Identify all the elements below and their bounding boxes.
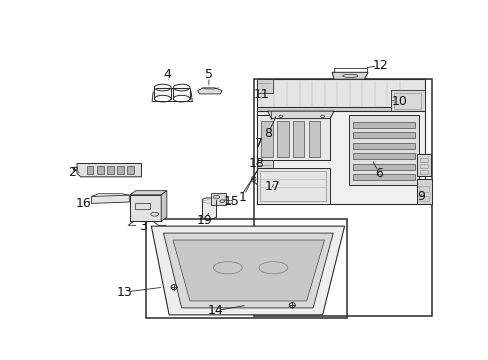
Polygon shape	[331, 72, 367, 79]
Text: 16: 16	[75, 198, 91, 211]
Polygon shape	[97, 166, 103, 174]
Text: 9: 9	[416, 190, 424, 203]
Polygon shape	[257, 107, 424, 111]
Polygon shape	[352, 122, 415, 128]
Polygon shape	[130, 195, 161, 221]
Polygon shape	[352, 164, 415, 170]
Bar	[419, 164, 427, 168]
Text: 19: 19	[196, 214, 212, 227]
Text: 15: 15	[224, 195, 239, 208]
Bar	[418, 186, 428, 192]
Bar	[419, 170, 427, 174]
Text: 5: 5	[204, 68, 212, 81]
Polygon shape	[202, 200, 215, 217]
Polygon shape	[292, 121, 304, 157]
Text: 6: 6	[375, 167, 383, 180]
Polygon shape	[257, 111, 424, 204]
Polygon shape	[352, 132, 415, 138]
Polygon shape	[267, 111, 333, 118]
Text: 10: 10	[390, 95, 407, 108]
Bar	[418, 196, 428, 201]
Text: 11: 11	[254, 88, 269, 101]
Bar	[253, 79, 431, 316]
Polygon shape	[197, 88, 222, 94]
Polygon shape	[163, 233, 332, 308]
Polygon shape	[257, 115, 329, 159]
Bar	[393, 93, 420, 109]
Polygon shape	[348, 115, 418, 185]
Polygon shape	[210, 193, 225, 205]
Polygon shape	[91, 195, 129, 203]
Text: 8: 8	[264, 127, 271, 140]
Text: 7: 7	[254, 137, 263, 150]
Text: 18: 18	[248, 157, 264, 170]
Polygon shape	[416, 179, 431, 204]
Bar	[257, 115, 329, 159]
Polygon shape	[352, 153, 415, 159]
Polygon shape	[130, 191, 166, 195]
Text: 1: 1	[239, 190, 246, 203]
Text: 17: 17	[264, 180, 280, 193]
Polygon shape	[257, 168, 329, 204]
Polygon shape	[261, 121, 272, 157]
Polygon shape	[77, 163, 141, 177]
Polygon shape	[107, 166, 114, 174]
Bar	[419, 158, 427, 162]
Polygon shape	[257, 79, 273, 93]
Polygon shape	[151, 226, 344, 315]
Bar	[260, 171, 325, 201]
Bar	[134, 203, 149, 209]
Polygon shape	[277, 121, 288, 157]
Polygon shape	[117, 166, 124, 174]
Polygon shape	[257, 159, 272, 168]
Polygon shape	[352, 143, 415, 149]
Polygon shape	[308, 121, 320, 157]
Bar	[146, 219, 346, 318]
Text: 4: 4	[163, 68, 171, 81]
Polygon shape	[352, 174, 415, 180]
Text: 2: 2	[68, 166, 76, 179]
Polygon shape	[86, 166, 93, 174]
Polygon shape	[161, 191, 166, 221]
Text: 3: 3	[139, 220, 146, 233]
Polygon shape	[127, 166, 134, 174]
Text: 13: 13	[117, 285, 132, 299]
Polygon shape	[173, 240, 324, 301]
Polygon shape	[257, 79, 424, 107]
Text: 12: 12	[371, 59, 387, 72]
Text: 14: 14	[207, 304, 223, 317]
Polygon shape	[390, 90, 424, 111]
Polygon shape	[416, 154, 430, 176]
